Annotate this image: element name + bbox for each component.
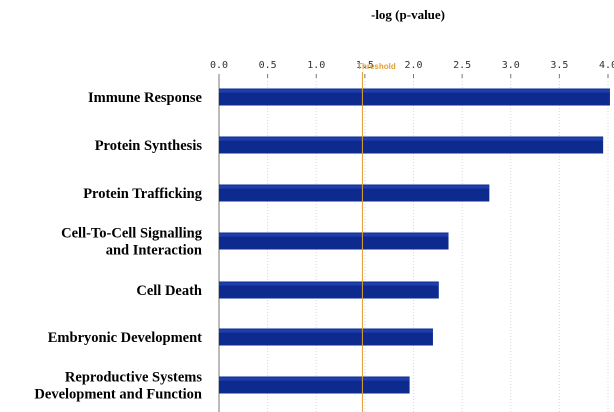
bar xyxy=(219,184,490,202)
category-label: Reproductive Systems Development and Func… xyxy=(34,370,202,403)
tick-label: 0.0 xyxy=(210,60,228,71)
bar-highlight xyxy=(219,329,433,333)
tick-label: 2.0 xyxy=(404,60,422,71)
bar-highlight xyxy=(219,185,490,189)
category-labels: Immune Response Protein Synthesis Protein … xyxy=(34,90,202,403)
bar xyxy=(219,136,604,154)
bars xyxy=(219,88,610,394)
category-label: Cell-To-Cell Signalling and Interaction xyxy=(61,226,203,259)
bar-highlight xyxy=(219,137,604,141)
bar-highlight xyxy=(219,282,439,286)
tick-label: 0.5 xyxy=(259,60,277,71)
chart-title: -log (p-value) xyxy=(371,7,445,22)
bar-highlight xyxy=(219,377,410,381)
bar-highlight xyxy=(219,233,449,237)
x-axis: 0.0 0.5 1.0 1.5 2.0 2.5 3.0 3.5 4.0 xyxy=(210,60,614,78)
tick-label: 2.5 xyxy=(453,60,471,71)
category-label: Cell Death xyxy=(136,283,202,299)
tick-label: 3.5 xyxy=(550,60,568,71)
category-label: Protein Trafficking xyxy=(83,186,203,202)
bar xyxy=(219,328,433,346)
category-label: Immune Response xyxy=(88,90,203,106)
bar xyxy=(219,232,449,250)
tick-label: 1.0 xyxy=(307,60,325,71)
category-label: Embryonic Development xyxy=(48,330,202,346)
threshold-label: Threshold xyxy=(357,62,396,71)
bar xyxy=(219,88,610,106)
bar-highlight xyxy=(219,89,610,93)
tick-label: 4.0 xyxy=(599,60,614,71)
tick-label: 1.5 xyxy=(356,60,374,71)
threshold: Threshold xyxy=(357,62,396,412)
bar xyxy=(219,281,439,299)
category-label: Protein Synthesis xyxy=(95,138,203,154)
tick-label: 3.0 xyxy=(502,60,520,71)
